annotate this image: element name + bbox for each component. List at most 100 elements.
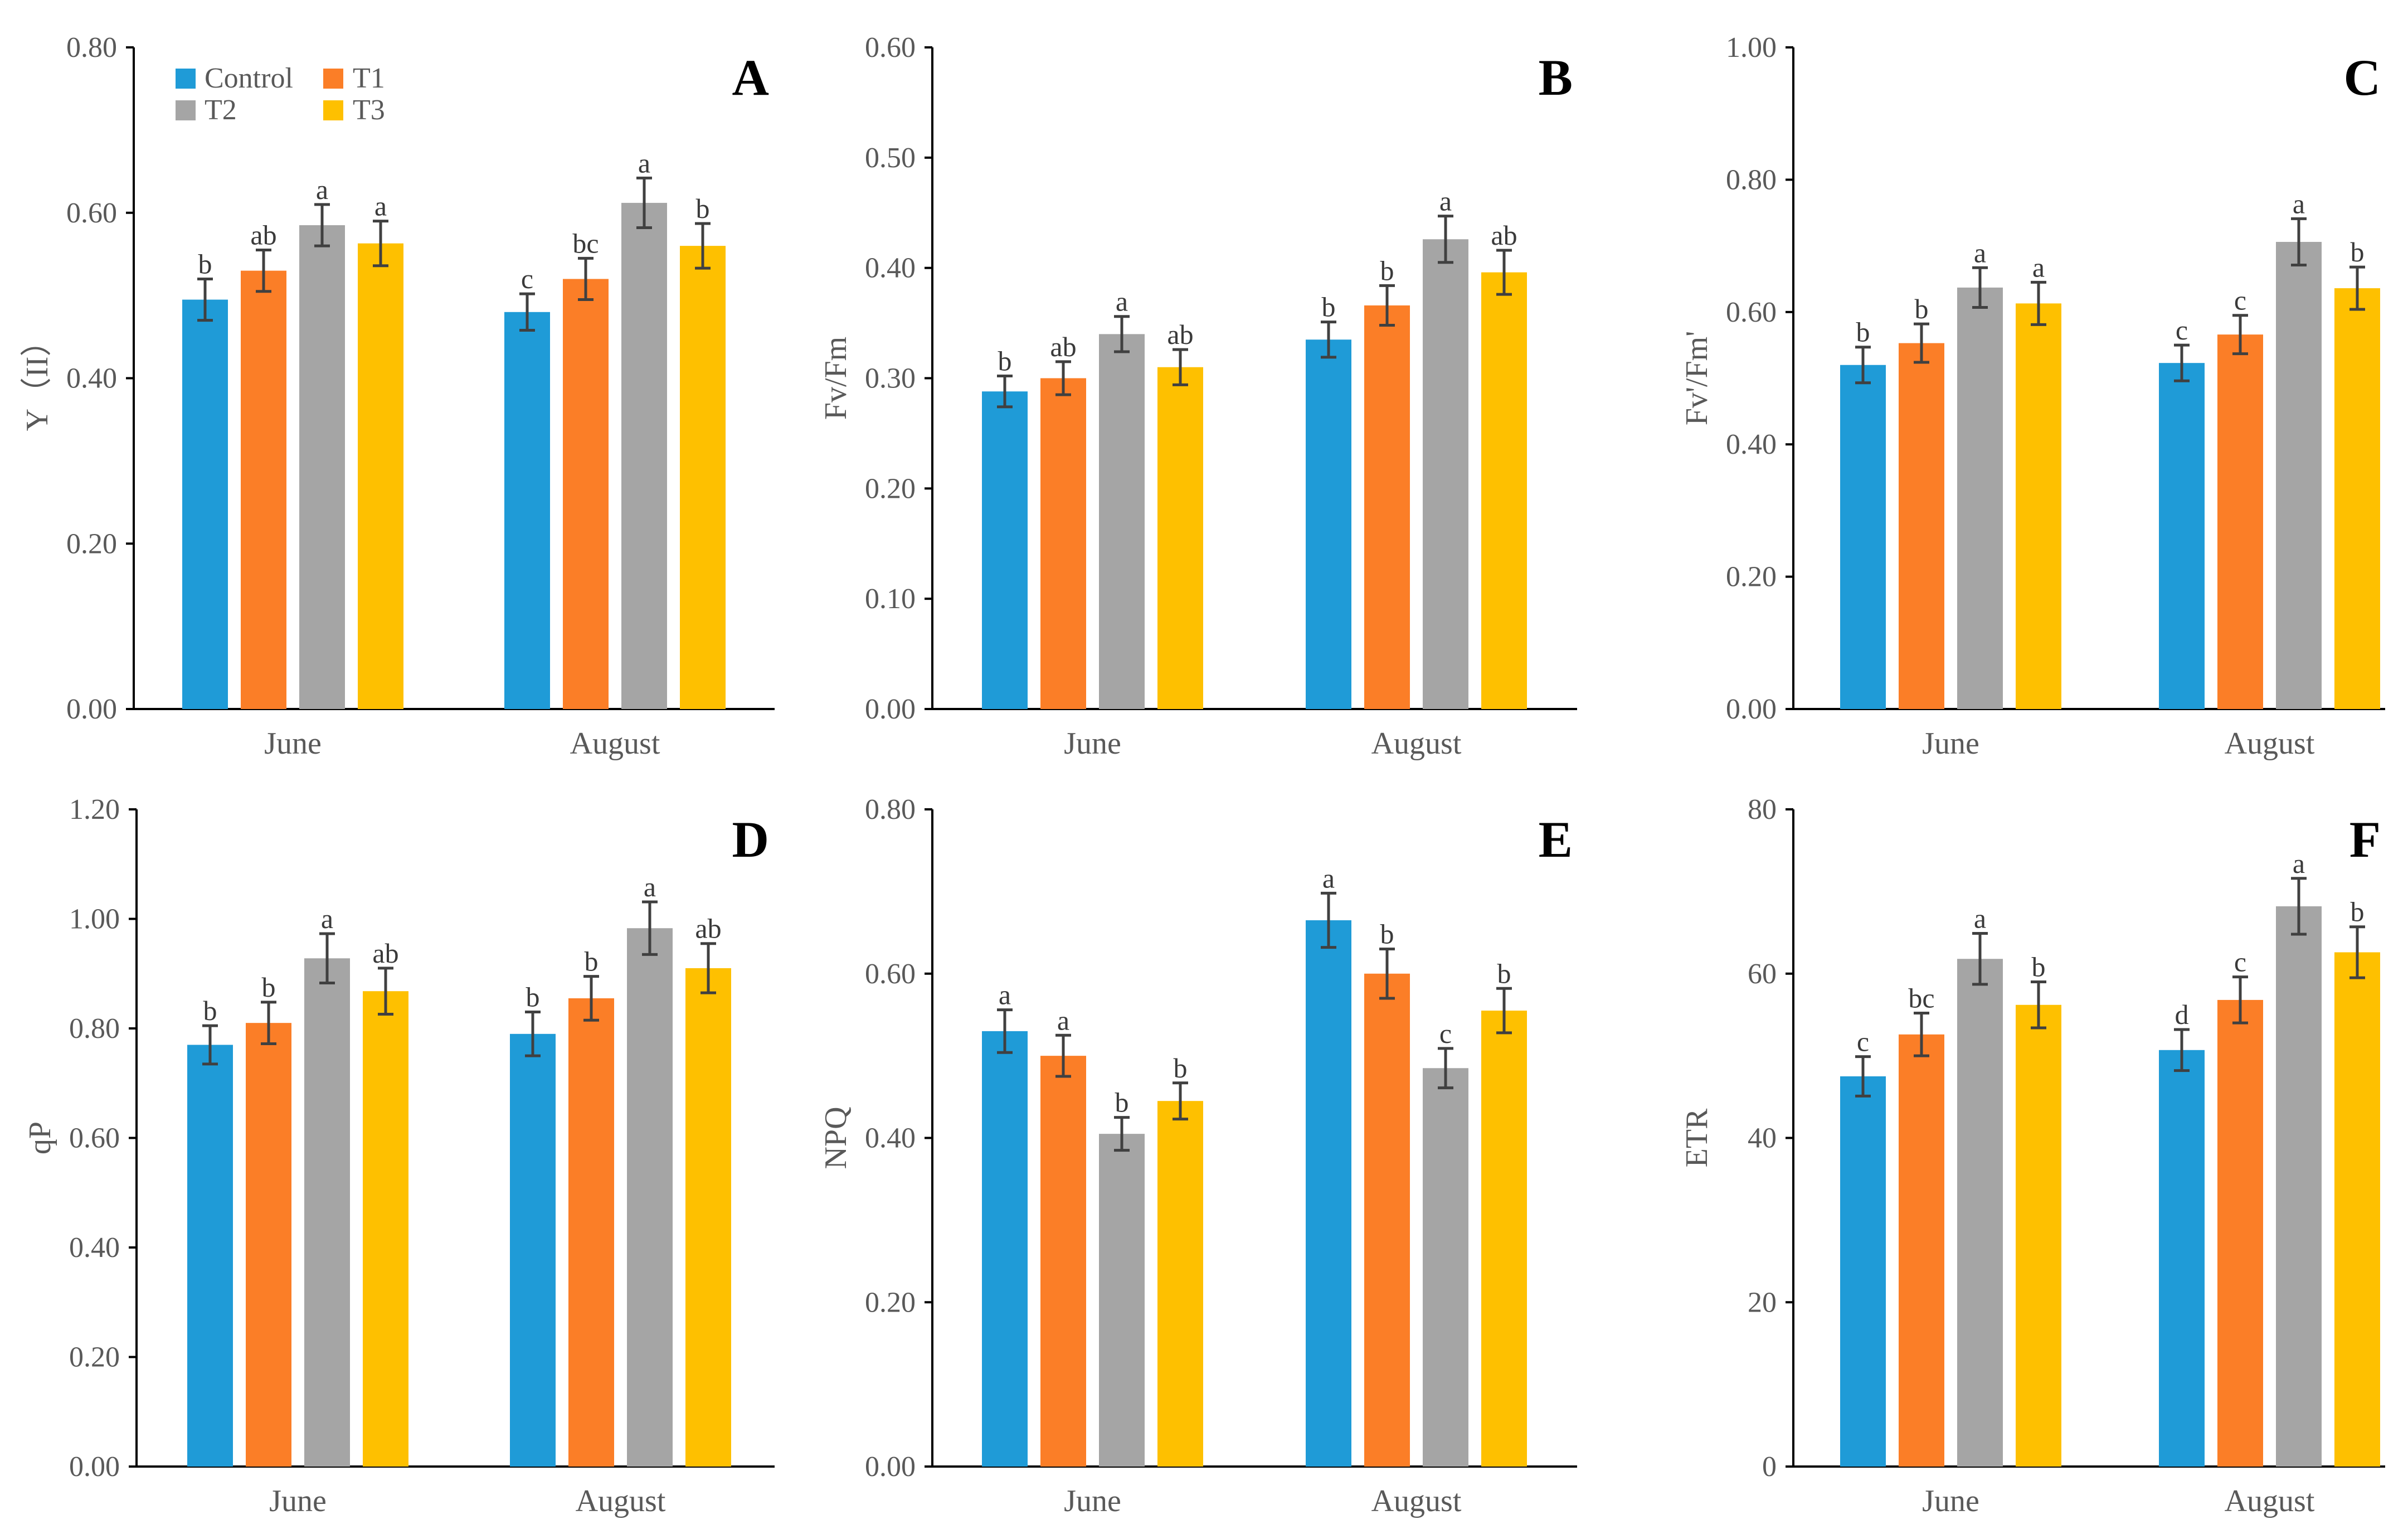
bar-t3-august [2334,952,2380,1467]
bar-t1-june [1040,1056,1086,1467]
significance-letter: c [1857,1026,1869,1057]
significance-letter: ab [1491,220,1517,251]
bar-t3-august [1481,272,1527,710]
bar-control-june [982,391,1028,709]
significance-letter: a [374,191,387,222]
y-tick-label: 0.60 [865,32,916,64]
bar-t3-august [2334,288,2380,709]
x-category-label: June [1064,726,1121,761]
significance-letter: ab [250,220,276,251]
significance-letter: a [2293,848,2305,879]
bar-t3-june [1157,367,1203,709]
x-category-label: June [1922,726,1979,761]
x-category-label: June [269,1484,327,1518]
bar-t2-june [304,958,350,1467]
y-tick-label: 0.20 [66,528,117,560]
bar-control-june [187,1045,233,1467]
legend-swatch-t1 [323,69,343,89]
y-tick-label: 0.30 [865,363,916,395]
bar-t1-august [568,998,614,1467]
significance-letter: d [2175,999,2189,1030]
significance-letter: ab [1167,319,1193,350]
bar-t1-august [2217,334,2263,709]
y-tick-label: 0.00 [865,1451,916,1483]
bar-t1-august [1364,305,1410,709]
significance-letter: a [1322,862,1335,894]
legend-label-control: Control [205,62,293,94]
y-tick-label: 0.40 [66,363,117,395]
significance-letter: a [644,871,656,902]
significance-letter: b [526,982,540,1013]
y-tick-label: 0.20 [865,473,916,504]
significance-letter: b [2351,236,2365,268]
panel-letter: B [1539,49,1573,106]
significance-letter: b [585,946,599,977]
bar-control-june [1840,365,1886,709]
y-tick-label: 0.50 [865,142,916,174]
significance-letter: b [262,972,276,1003]
x-category-label: June [1064,1484,1121,1518]
y-tick-label: 40 [1748,1123,1777,1154]
bar-t1-august [563,279,609,709]
legend-swatch-t2 [176,100,196,120]
significance-letter: b [696,193,710,224]
y-tick-label: 0.40 [865,1123,916,1154]
bar-t2-june [1099,334,1145,709]
y-axis-title: Fv/Fm [819,337,853,420]
significance-letter: c [2234,285,2246,316]
legend-label-t3: T3 [353,94,385,126]
y-tick-label: 0.60 [1726,297,1777,328]
significance-letter: b [1322,292,1336,323]
y-tick-label: 0.60 [66,197,117,229]
y-tick-label: 0.80 [1726,164,1777,196]
bar-t1-june [246,1023,291,1467]
y-tick-label: 0.80 [66,32,117,64]
y-tick-label: 0.00 [1726,693,1777,725]
y-tick-label: 0 [1762,1451,1777,1483]
bar-control-august [2159,363,2205,709]
y-tick-label: 60 [1748,958,1777,990]
bar-control-august [510,1033,556,1467]
significance-letter: b [198,248,212,279]
significance-letter: a [999,979,1011,1011]
bar-t1-august [2217,999,2263,1467]
panel-letter: C [2344,49,2381,106]
bar-t2-august [1423,239,1468,710]
bar-t3-august [1481,1011,1527,1467]
bar-t2-june [1099,1134,1145,1467]
significance-letter: a [1057,1004,1069,1036]
y-tick-label: 0.00 [69,1451,120,1483]
y-axis-title: Fv'/Fm' [1680,331,1714,426]
panel-letter: F [2349,811,2381,868]
significance-letter: a [638,147,650,178]
y-tick-label: 0.40 [1726,429,1777,460]
bar-t2-august [1423,1068,1468,1467]
significance-letter: a [2032,251,2045,283]
bar-control-august [2159,1050,2205,1467]
significance-letter: a [2293,188,2305,219]
panel-e: 0.00 0.20 0.40 0.60 0.80 NPQ June August a a a b b c b… [819,794,1577,1518]
y-tick-label: 0.40 [69,1232,120,1264]
bar-t2-june [1957,959,2003,1467]
x-category-label: August [576,1484,666,1518]
bar-t1-june [1040,378,1086,709]
significance-letter: b [1380,919,1394,950]
significance-letter: c [521,263,533,294]
y-axis-title: Y（II） [20,326,55,431]
x-category-label: June [264,726,322,761]
bar-t1-june [1899,1034,1944,1467]
significance-letter: bc [572,227,599,259]
y-tick-label: 1.00 [69,904,120,935]
bar-t3-june [358,243,403,709]
bar-t3-august [685,968,731,1467]
significance-letter: bc [1908,982,1934,1013]
y-tick-label: 0.40 [865,253,916,284]
bar-control-august [504,312,550,709]
y-tick-label: 0.20 [1726,561,1777,593]
significance-letter: c [2176,314,2188,346]
bar-t1-august [1364,973,1410,1467]
significance-letter: a [1439,186,1452,217]
x-category-label: August [2225,1484,2315,1518]
significance-letter: b [998,346,1012,377]
significance-letter: a [1116,286,1128,317]
